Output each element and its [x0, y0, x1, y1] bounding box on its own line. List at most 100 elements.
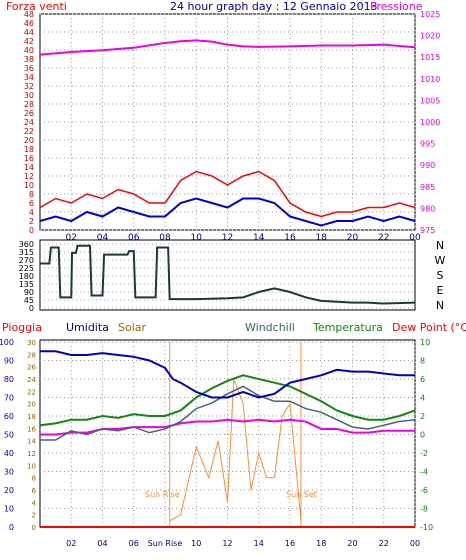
solar-tick-label: 18: [27, 413, 36, 421]
rain-label: Pioggia: [2, 321, 42, 334]
wind-panel-grid: [40, 13, 416, 231]
humidity-tick-label: 60: [4, 412, 14, 421]
temp-x-tick-label: 14: [254, 539, 264, 548]
wind-tick-label: 28: [24, 100, 34, 109]
temp-x-tick-label: 22: [379, 539, 389, 548]
wind-tick-label: 14: [24, 163, 34, 172]
wind-tick-label: 26: [24, 109, 34, 118]
temperature-tick-label: -6: [420, 486, 428, 495]
solar-tick-label: 12: [27, 450, 36, 458]
humidity-label: Umidita: [66, 321, 109, 334]
direction-tick-label: 90: [24, 288, 34, 297]
temperature-tick-label: 10: [420, 338, 430, 347]
x-tick-label: 06: [128, 233, 140, 243]
temp-x-tick-label: 16: [285, 539, 295, 548]
humidity-tick-label: 90: [4, 357, 14, 366]
x-tick-label: 04: [97, 233, 109, 243]
solar-tick-label: 20: [27, 401, 36, 409]
wind-tick-label: 20: [24, 136, 34, 145]
compass-letter: S: [437, 269, 444, 282]
wind-panel-ticks: 02 04 06 08 10 12 14 16 18 20 22 000246810121416182…: [24, 10, 441, 243]
humidity-tick-label: 80: [4, 375, 14, 384]
wind-tick-label: 30: [24, 91, 34, 100]
pressure-axis-title: Pressione: [370, 0, 423, 13]
compass-letter: E: [437, 284, 444, 297]
pressure-tick-label: 1020: [420, 32, 440, 41]
pressure-line: [39, 39, 416, 56]
wind-tick-label: 12: [24, 172, 34, 181]
pressure-tick-label: 1015: [420, 53, 440, 62]
wind-tick-label: 24: [24, 118, 34, 127]
x-tick-label: 00: [409, 233, 421, 243]
solar-tick-label: 26: [27, 364, 36, 372]
wind-tick-label: 22: [24, 127, 34, 136]
temperature-tick-label: -4: [420, 468, 428, 477]
wind-tick-label: 38: [24, 55, 34, 64]
wind-tick-label: 10: [24, 181, 34, 190]
direction-panel-grid: [40, 243, 415, 309]
pressure-tick-label: 1010: [420, 75, 440, 84]
temperature-tick-label: -2: [420, 449, 428, 458]
humidity-tick-label: 50: [4, 431, 14, 440]
pressure-tick-label: 1000: [420, 118, 440, 127]
x-tick-label: 12: [222, 233, 233, 243]
gust-line: [39, 170, 416, 218]
windchill-line: [40, 385, 416, 441]
wind-tick-label: 4: [29, 208, 34, 217]
pressure-tick-label: 1025: [420, 10, 440, 19]
wind-tick-label: 8: [29, 190, 34, 199]
temp-x-tick-label: 12: [222, 539, 232, 548]
x-tick-label: 22: [378, 233, 389, 243]
wind-tick-label: 46: [24, 19, 34, 28]
solar-tick-label: 2: [32, 512, 36, 520]
wind-tick-label: 40: [24, 46, 34, 55]
x-tick-label: 14: [253, 233, 265, 243]
humidity-tick-label: 30: [4, 468, 14, 477]
temperature-tick-label: 2: [420, 412, 425, 421]
pressure-tick-label: 995: [420, 140, 435, 149]
direction-tick-label: 45: [24, 296, 34, 305]
direction-tick-label: 180: [19, 272, 34, 281]
direction-tick-label: 315: [19, 248, 34, 257]
wind-tick-label: 44: [24, 28, 34, 37]
temperature-tick-label: 8: [420, 357, 425, 366]
direction-tick-label: 225: [19, 264, 34, 273]
solar-tick-label: 4: [32, 499, 37, 507]
wind-tick-label: 36: [24, 64, 34, 73]
compass-letter: N: [436, 239, 444, 252]
solar-tick-label: 16: [27, 425, 36, 433]
solar-label: Solar: [118, 321, 147, 334]
direction-tick-label: 135: [19, 280, 34, 289]
direction-tick-label: 0: [29, 304, 34, 313]
wind-tick-label: 32: [24, 82, 34, 91]
humidity-tick-label: 70: [4, 394, 14, 403]
x-tick-label: 20: [347, 233, 359, 243]
temperature-line: [39, 374, 416, 427]
temperature-tick-label: 0: [420, 431, 425, 440]
compass-letter: W: [435, 254, 446, 267]
temperature-panel-series: [39, 342, 416, 528]
humidity-tick-label: 20: [4, 486, 14, 495]
temp-x-tick-label: 18: [316, 539, 326, 548]
x-tick-label: 16: [284, 233, 296, 243]
temperature-tick-label: 6: [420, 375, 425, 384]
solar-tick-label: 14: [27, 438, 36, 446]
temperature-tick-label: -10: [420, 523, 433, 532]
x-tick-label: 02: [66, 233, 77, 243]
temperature-label: Temperatura: [312, 321, 383, 334]
solar-tick-label: 22: [27, 388, 36, 396]
solar-tick-label: 28: [27, 351, 36, 359]
pressure-tick-label: 975: [420, 226, 435, 235]
x-tick-label: 08: [159, 233, 171, 243]
wind-tick-label: 48: [24, 10, 34, 19]
wind-tick-label: 18: [24, 145, 34, 154]
pressure-tick-label: 980: [420, 204, 435, 213]
temp-x-tick-label: 04: [97, 539, 107, 548]
temperature-tick-label: 4: [420, 394, 425, 403]
solar-tick-label: 8: [32, 475, 36, 483]
temp-x-tick-label: Sun Rise: [148, 539, 183, 548]
x-tick-label: 10: [191, 233, 203, 243]
